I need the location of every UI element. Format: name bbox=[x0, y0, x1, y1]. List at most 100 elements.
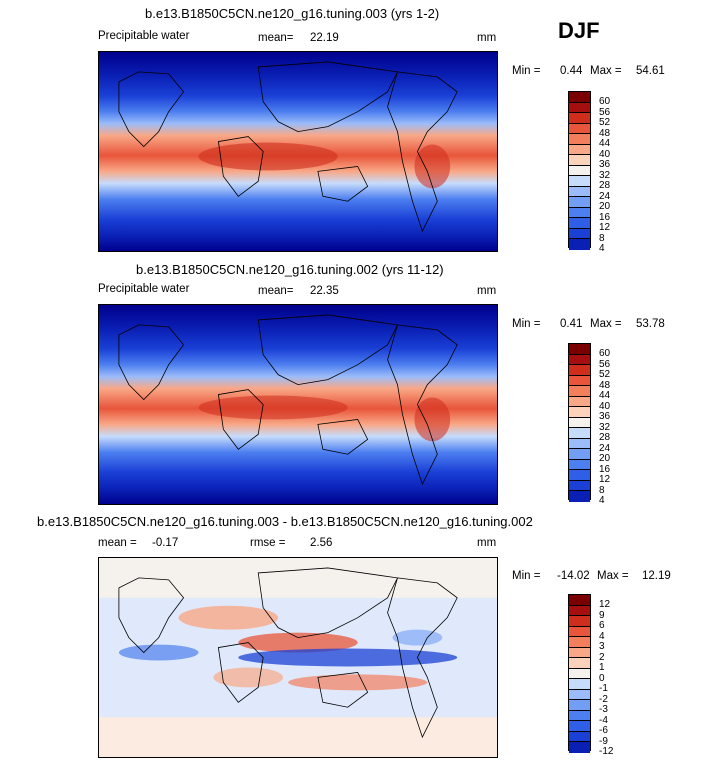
panel1-units: mm bbox=[477, 32, 497, 44]
panel3-swatch bbox=[569, 605, 590, 616]
panel2-swatch bbox=[569, 459, 590, 470]
panel3-tick: 3 bbox=[599, 641, 605, 652]
panel1-swatch bbox=[569, 134, 590, 145]
panel1-tick: 8 bbox=[599, 232, 605, 244]
panel1-swatch bbox=[569, 165, 590, 176]
panel3-min-value: -14.02 bbox=[557, 570, 590, 582]
panel3-tick: -4 bbox=[599, 714, 608, 726]
panel1-tick: 44 bbox=[599, 138, 611, 149]
panel3-max-value: 12.19 bbox=[642, 570, 671, 582]
panel1-tick: 36 bbox=[599, 159, 611, 170]
panel2-variable-label: Precipitable water bbox=[98, 283, 190, 295]
panel3-tick: 0 bbox=[599, 672, 605, 684]
panel2-swatch bbox=[569, 491, 590, 502]
panel2-swatch bbox=[569, 407, 590, 418]
panel3-tick: 2 bbox=[599, 651, 605, 663]
panel1-tick: 40 bbox=[599, 148, 611, 160]
panel2-tick: 60 bbox=[599, 348, 611, 359]
panel2-tick: 56 bbox=[599, 358, 611, 370]
panel2-swatch bbox=[569, 428, 590, 439]
panel1-swatch bbox=[569, 176, 590, 187]
panel3-field-svg bbox=[99, 558, 497, 757]
panel1-variable-label: Precipitable water bbox=[98, 30, 190, 42]
panel3-map bbox=[98, 557, 498, 758]
panel3-tick: 1 bbox=[599, 662, 605, 673]
panel3-tick: -9 bbox=[599, 735, 608, 747]
panel2-tick: 24 bbox=[599, 442, 611, 454]
panel1-title: b.e13.B1850C5CN.ne120_g16.tuning.003 (yr… bbox=[145, 6, 440, 21]
panel3-title: b.e13.B1850C5CN.ne120_g16.tuning.003 - b… bbox=[37, 514, 533, 529]
panel3-tick: 12 bbox=[599, 599, 611, 610]
panel1-swatch bbox=[569, 197, 590, 208]
panel2-tick: 8 bbox=[599, 484, 605, 496]
panel1-swatch bbox=[569, 239, 590, 250]
panel2-mean-value: 22.35 bbox=[310, 285, 339, 297]
panel1-map bbox=[98, 51, 498, 252]
panel2-swatch bbox=[569, 365, 590, 376]
panel2-swatch bbox=[569, 480, 590, 491]
panel3-tick: -6 bbox=[599, 725, 608, 736]
panel2-min-value: 0.41 bbox=[560, 318, 583, 330]
panel3-tick: 6 bbox=[599, 620, 605, 631]
panel3-swatch bbox=[569, 637, 590, 648]
panel3-max-label: Max = bbox=[597, 570, 629, 582]
panel3-units: mm bbox=[477, 537, 497, 549]
panel3-swatch bbox=[569, 647, 590, 658]
panel2-tick: 48 bbox=[599, 379, 611, 391]
panel2-swatch bbox=[569, 354, 590, 365]
panel1-tick: 28 bbox=[599, 180, 611, 191]
panel1-tick: 60 bbox=[599, 96, 611, 107]
panel3-tick: -12 bbox=[599, 746, 614, 757]
panel2-tick: 36 bbox=[599, 411, 611, 422]
panel2-swatch bbox=[569, 344, 590, 355]
panel2-tick: 28 bbox=[599, 432, 611, 443]
panel1-swatch bbox=[569, 228, 590, 239]
panel1-swatch bbox=[569, 186, 590, 197]
panel2-tick: 4 bbox=[599, 495, 605, 506]
panel1-tick: 4 bbox=[599, 243, 605, 254]
panel3-swatch bbox=[569, 742, 590, 753]
panel2-max-label: Max = bbox=[590, 318, 622, 330]
panel3-tick: 4 bbox=[599, 630, 605, 642]
panel2-title: b.e13.B1850C5CN.ne120_g16.tuning.002 (yr… bbox=[136, 262, 444, 277]
panel2-swatch bbox=[569, 449, 590, 460]
panel2-max-value: 53.78 bbox=[636, 318, 665, 330]
panel3-swatch bbox=[569, 595, 590, 606]
panel3-tick: 9 bbox=[599, 609, 605, 621]
panel3-swatch bbox=[569, 721, 590, 732]
panel1-tick: 48 bbox=[599, 127, 611, 139]
panel3-swatch bbox=[569, 668, 590, 679]
panel1-swatch bbox=[569, 144, 590, 155]
panel1-tick: 52 bbox=[599, 117, 611, 128]
panel1-colorbar bbox=[568, 91, 591, 250]
panel3-tick: -2 bbox=[599, 693, 608, 705]
panel2-tick: 44 bbox=[599, 390, 611, 401]
panel3-rmse-value: 2.56 bbox=[310, 537, 333, 549]
panel1-field-svg bbox=[99, 52, 497, 251]
panel3-swatch bbox=[569, 731, 590, 742]
panel2-tick: 12 bbox=[599, 474, 611, 485]
panel1-swatch bbox=[569, 113, 590, 124]
panel2-tick: 20 bbox=[599, 453, 611, 464]
panel2-swatch bbox=[569, 396, 590, 407]
season-label: DJF bbox=[558, 18, 600, 43]
panel1-tick: 32 bbox=[599, 169, 611, 181]
panel3-min-label: Min = bbox=[512, 570, 541, 582]
panel2-tick: 52 bbox=[599, 369, 611, 380]
panel1-max-value: 54.61 bbox=[636, 65, 665, 77]
panel3-swatch bbox=[569, 616, 590, 627]
panel1-tick: 56 bbox=[599, 106, 611, 118]
panel2-tick: 32 bbox=[599, 421, 611, 433]
panel2-tick: 16 bbox=[599, 463, 611, 475]
panel3-mean-label: mean = bbox=[98, 537, 137, 549]
panel2-mean-label: mean= bbox=[258, 285, 294, 297]
panel1-swatch bbox=[569, 218, 590, 229]
panel2-swatch bbox=[569, 438, 590, 449]
panel1-swatch bbox=[569, 102, 590, 113]
panel1-mean-value: 22.19 bbox=[310, 32, 339, 44]
panel1-min-label: Min = bbox=[512, 65, 541, 77]
panel2-map bbox=[98, 304, 498, 505]
panel1-max-label: Max = bbox=[590, 65, 622, 77]
panel1-swatch bbox=[569, 92, 590, 103]
panel1-mean-label: mean= bbox=[258, 32, 294, 44]
